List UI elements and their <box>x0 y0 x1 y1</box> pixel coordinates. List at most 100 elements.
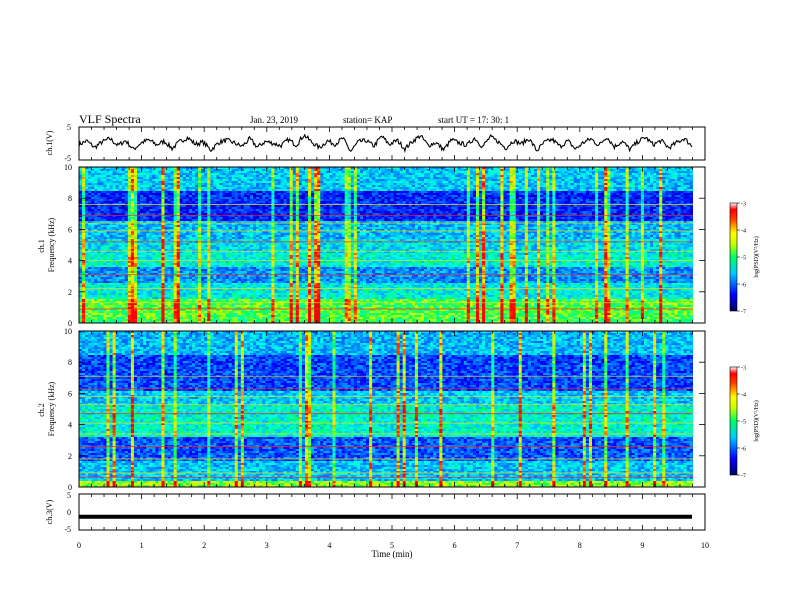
spectrogram-cell <box>369 183 373 186</box>
spectrogram-cell <box>237 173 242 176</box>
spectrogram-cell <box>292 167 297 170</box>
spectrogram-cell <box>573 175 578 178</box>
spectrogram-cell <box>100 169 104 172</box>
spectrogram-cell <box>85 171 89 174</box>
spectrogram-cell <box>161 183 165 186</box>
spectrogram-cell <box>543 177 547 180</box>
spectrogram-cell <box>656 173 660 176</box>
spectrogram-cell <box>366 175 370 178</box>
spectrogram-cell <box>656 171 660 174</box>
spectrogram-cell <box>521 167 526 170</box>
spectrogram-cell <box>479 171 483 174</box>
spectrogram-cell <box>408 169 413 172</box>
spectrogram-cell <box>646 167 651 170</box>
spectrogram-cell <box>460 187 465 190</box>
spectrogram-cell <box>329 187 333 190</box>
spectrogram-cell <box>225 171 230 174</box>
spectrogram-cell <box>100 187 104 190</box>
spectrogram-cell <box>494 179 498 182</box>
spectrogram-cell <box>454 187 459 190</box>
spectrogram-cell <box>518 175 523 178</box>
spectrogram-cell <box>289 171 294 174</box>
spectrogram-cell <box>204 169 208 172</box>
spectrogram-cell <box>546 177 550 180</box>
spectrogram-cell <box>213 183 217 186</box>
spectrogram-cell <box>301 179 306 182</box>
spectrogram-cell <box>240 179 245 182</box>
spectrogram-cell <box>130 169 135 172</box>
spectrogram-cell <box>540 169 544 172</box>
spectrogram-cell <box>430 183 434 186</box>
spectrogram-cell <box>103 167 107 170</box>
spectrogram-cell <box>262 173 266 176</box>
spectrogram-cell <box>616 183 620 186</box>
spectrogram-cell <box>530 175 535 178</box>
spectrogram-cell <box>130 179 135 182</box>
spectrogram-cell <box>472 183 477 186</box>
spectrogram-cell <box>573 173 578 176</box>
spectrogram-cell <box>112 185 117 188</box>
spectrogram-cell <box>549 183 553 186</box>
spectrogram-cell <box>188 171 193 174</box>
spectrogram-cell <box>185 171 190 174</box>
spectrogram-cell <box>170 183 175 186</box>
spectrogram-cell <box>259 185 263 188</box>
spectrogram-cell <box>659 181 663 184</box>
spectrogram-cell <box>497 175 501 178</box>
spectrogram-cell <box>567 169 572 172</box>
spectrogram-cell <box>607 183 611 186</box>
spectrogram-cell <box>451 173 455 176</box>
spectrogram-cell <box>149 175 153 178</box>
spectrogram-cell <box>463 175 468 178</box>
spectrogram-cell <box>524 183 529 186</box>
spectrogram-cell <box>485 177 489 180</box>
spectrogram-cell <box>289 183 294 186</box>
spectrogram-cell <box>246 169 251 172</box>
spectrogram-cell <box>222 173 226 176</box>
spectrogram-cell <box>628 177 633 180</box>
spectrogram-cell <box>265 177 269 180</box>
spectrogram-cell <box>207 181 211 184</box>
spectrogram-cell <box>158 181 162 184</box>
spectrogram-cell <box>430 179 434 182</box>
spectrogram-cell <box>561 185 565 188</box>
spectrogram-cell <box>552 179 556 182</box>
spectrogram-cell <box>143 185 147 188</box>
spectrogram-cell <box>457 173 462 176</box>
spectrogram-cell <box>271 183 275 186</box>
spectrogram-cell <box>417 187 422 190</box>
spectrogram-cell <box>604 185 608 188</box>
spectrogram-cell <box>497 187 501 190</box>
spectrogram-cell <box>595 183 599 186</box>
spectrogram-cell <box>335 175 339 178</box>
spectrogram-cell <box>521 173 526 176</box>
spectrogram-cell <box>130 181 135 184</box>
spectrogram-cell <box>268 181 272 184</box>
spectrogram-cell <box>680 181 685 184</box>
spectrogram-cell <box>311 183 315 186</box>
spectrogram-cell <box>121 181 126 184</box>
spectrogram-cell <box>182 185 187 188</box>
spectrogram-cell <box>121 173 126 176</box>
spectrogram-cell <box>146 183 150 186</box>
spectrogram-cell <box>488 179 492 182</box>
spectrogram-cell <box>558 177 562 180</box>
date-label: Jan. 23, 2019 <box>250 115 298 125</box>
spectrogram-cell <box>323 181 327 184</box>
spectrogram-cell <box>341 181 346 184</box>
spectrogram-cell <box>283 173 288 176</box>
spectrogram-cell <box>683 175 688 178</box>
spectrogram-cell <box>607 181 611 184</box>
spectrogram-cell <box>118 173 123 176</box>
spectrogram-cell <box>161 173 165 176</box>
spectrogram-cell <box>234 179 239 182</box>
spectrogram-cell <box>534 185 538 188</box>
spectrogram-cell <box>592 167 596 170</box>
spectrogram-cell <box>530 169 535 172</box>
spectrogram-cell <box>85 169 89 172</box>
spectrogram-cell <box>640 177 645 180</box>
spectrogram-cell <box>372 167 376 170</box>
spectrogram-cell <box>668 171 672 174</box>
spectrogram-cell <box>421 167 425 170</box>
spectrogram-cell <box>308 177 312 180</box>
